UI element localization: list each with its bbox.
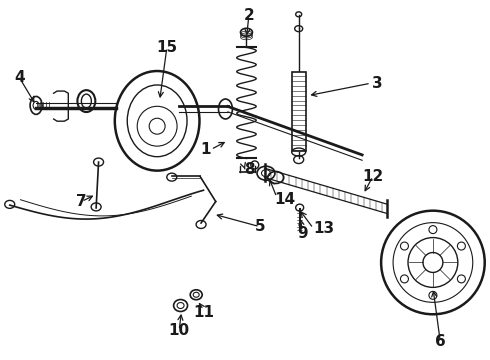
Text: 9: 9 [297, 226, 308, 241]
Text: 6: 6 [435, 334, 445, 349]
Text: 7: 7 [76, 194, 87, 209]
Text: 4: 4 [14, 70, 25, 85]
Text: 11: 11 [193, 305, 214, 320]
Text: 14: 14 [274, 192, 295, 207]
Text: 13: 13 [313, 221, 335, 236]
Text: 3: 3 [372, 76, 383, 91]
Text: 12: 12 [362, 169, 384, 184]
Bar [292, 72, 306, 151]
Text: 1: 1 [200, 142, 211, 157]
Text: 5: 5 [254, 219, 265, 234]
Text: 2: 2 [244, 8, 254, 23]
Text: 10: 10 [169, 323, 190, 338]
Text: 8: 8 [244, 162, 255, 177]
Text: 15: 15 [156, 40, 177, 55]
